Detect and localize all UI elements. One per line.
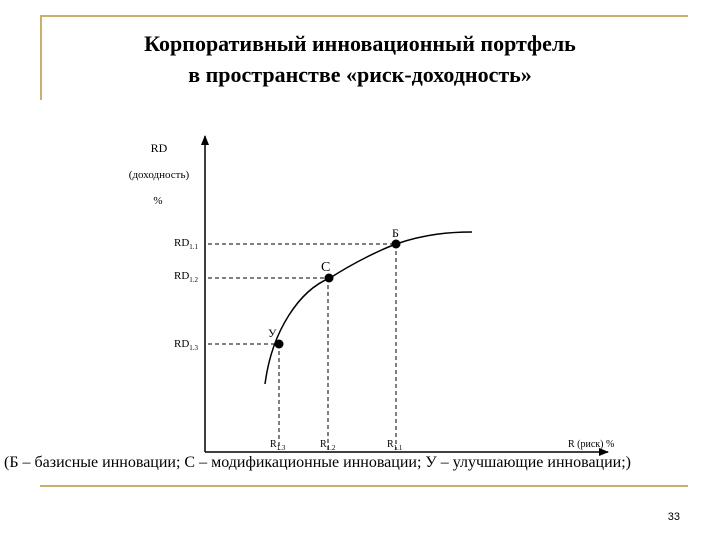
page-number: 33 xyxy=(667,511,680,523)
y-axis-label: RD xyxy=(151,141,168,155)
point-b-label: Б xyxy=(392,226,399,240)
y-level-label-3: RD1.3 xyxy=(174,338,199,352)
y-level-label-1: RD1.1 xyxy=(174,237,199,251)
y-level-label-2: RD1.2 xyxy=(174,270,199,284)
portfolio-curve xyxy=(264,231,473,385)
point-u xyxy=(274,339,284,349)
page-title: Корпоративный инновационный портфель в п… xyxy=(40,28,680,90)
left-rule xyxy=(40,15,42,100)
title-line-1: Корпоративный инновационный портфель xyxy=(144,31,576,56)
y-axis-unit: % xyxy=(153,195,162,207)
point-s-label: С xyxy=(321,260,330,275)
x-axis-label: R (риск) % xyxy=(568,439,614,450)
legend-caption: (Б – базисные инновации; С – модификацио… xyxy=(4,454,631,471)
top-rule xyxy=(40,15,688,17)
bottom-rule xyxy=(40,485,688,487)
x-level-label-3: R1.1 xyxy=(387,439,403,452)
point-u-label: У xyxy=(268,326,277,340)
point-s xyxy=(324,273,334,283)
x-level-label-1: R1.3 xyxy=(270,439,286,452)
point-b xyxy=(391,239,401,249)
y-axis-sublabel: (доходность) xyxy=(129,169,190,181)
x-level-label-2: R1.2 xyxy=(320,439,336,452)
title-line-2: в пространстве «риск-доходность» xyxy=(188,62,532,87)
